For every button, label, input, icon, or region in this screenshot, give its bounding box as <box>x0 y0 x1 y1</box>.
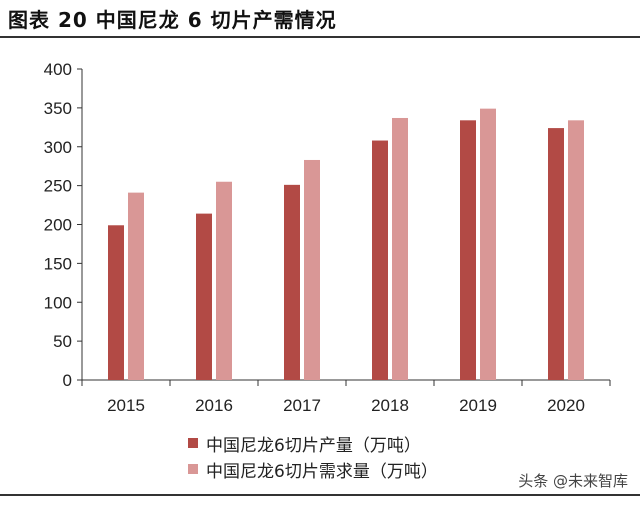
bar-production-2017 <box>284 184 300 380</box>
bars <box>108 108 584 381</box>
bar-demand-2020 <box>568 120 584 380</box>
y-tick-label: 400 <box>44 60 72 79</box>
bar-production-2016 <box>196 213 212 380</box>
x-tick-label: 2020 <box>547 396 585 415</box>
y-tick-label: 50 <box>53 332 72 351</box>
bar-demand-2019 <box>480 108 496 380</box>
bar-demand-2015 <box>128 192 144 380</box>
bar-production-2020 <box>548 128 564 380</box>
y-tick-label: 300 <box>44 138 72 157</box>
bar-demand-2017 <box>304 159 320 380</box>
y-tick-label: 150 <box>44 254 72 273</box>
bottom-divider <box>0 494 640 496</box>
watermark: 头条 @未来智库 <box>518 472 628 490</box>
bar-production-2015 <box>108 225 124 380</box>
legend-swatch-demand <box>188 464 198 474</box>
y-tick-label: 350 <box>44 99 72 118</box>
legend: 中国尼龙6切片产量（万吨） 中国尼龙6切片需求量（万吨） <box>188 430 438 482</box>
legend-swatch-production <box>188 438 198 448</box>
title-bar: 图表 20 中国尼龙 6 切片产需情况 <box>0 0 640 38</box>
bar-production-2019 <box>460 120 476 380</box>
x-tick-label: 2016 <box>195 396 233 415</box>
y-tick-label: 100 <box>44 293 72 312</box>
x-tick-label: 2019 <box>459 396 497 415</box>
legend-label-demand: 中国尼龙6切片需求量（万吨） <box>206 461 438 482</box>
legend-label-production: 中国尼龙6切片产量（万吨） <box>206 435 421 456</box>
y-tick-label: 200 <box>44 216 72 235</box>
x-tick-label: 2018 <box>371 396 409 415</box>
x-tick-label: 2015 <box>107 396 145 415</box>
y-tick-label: 250 <box>44 177 72 196</box>
bar-production-2018 <box>372 140 388 380</box>
y-axis: 0 50 100 150 200 250 300 350 400 <box>44 60 83 390</box>
y-tick-label: 0 <box>63 371 72 390</box>
bar-demand-2018 <box>392 117 408 381</box>
legend-item-production: 中国尼龙6切片产量（万吨） <box>188 430 438 456</box>
x-axis: 2015 2016 2017 2018 2019 2020 <box>81 379 611 415</box>
legend-item-demand: 中国尼龙6切片需求量（万吨） <box>188 456 438 482</box>
bar-demand-2016 <box>216 181 232 380</box>
chart-title: 图表 20 中国尼龙 6 切片产需情况 <box>8 8 337 32</box>
x-tick-label: 2017 <box>283 396 321 415</box>
